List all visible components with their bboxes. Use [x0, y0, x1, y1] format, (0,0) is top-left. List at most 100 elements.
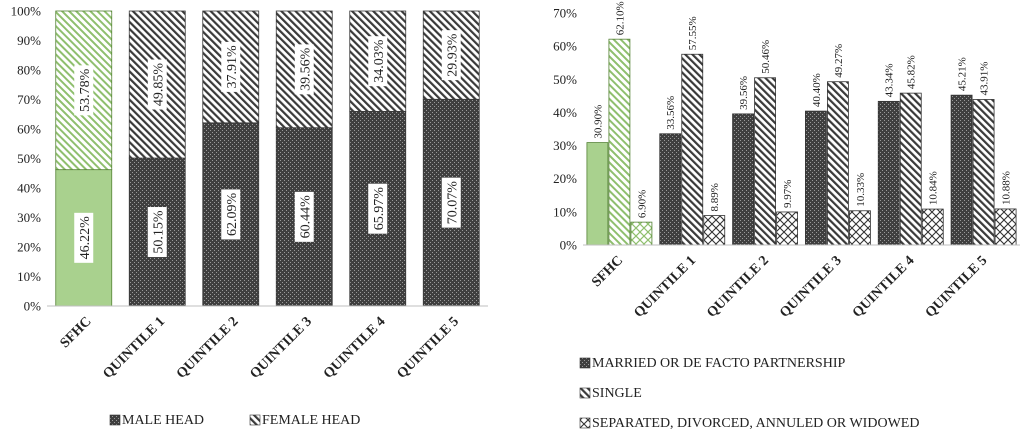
bar-single-quintile-3: [827, 81, 849, 246]
y-tick-label: 80%: [17, 63, 41, 78]
bar-separated-divorced-annuled-or-widowed-quintile-5: [994, 208, 1017, 246]
legend-label-married-or-de-facto-partnership: MARRIED OR DE FACTO PARTNERSHIP: [592, 356, 845, 371]
data-label-single: 45.82%: [906, 55, 918, 89]
data-label-male-head-group: 50.15%: [147, 207, 167, 258]
legend-label-male-head: MALE HEAD: [122, 413, 204, 428]
bar-married-or-de-facto-partnership-quintile-5: [950, 94, 973, 246]
y-tick-label: 10%: [17, 269, 41, 284]
y-tick-label: 50%: [553, 72, 577, 87]
y-tick-label: 100%: [11, 4, 42, 19]
data-label-male-head: 65.97%: [372, 187, 387, 231]
y-tick-label: 0%: [24, 299, 42, 314]
legend-label-separated-divorced-annuled-or-widowed: SEPARATED, DIVORCED, ANNULED OR WIDOWED: [592, 416, 919, 431]
data-label-separated-divorced-annuled-or-widowed: 9.97%: [782, 180, 794, 208]
data-label-female-head: 53.78%: [78, 68, 93, 112]
x-tick-label: QUINTILE 1: [101, 314, 169, 382]
x-tick-label: QUINTILE 3: [248, 314, 316, 382]
data-label-female-head-box: [147, 59, 167, 110]
y-tick-label: 40%: [17, 181, 41, 196]
y-tick-label: 40%: [553, 105, 577, 120]
bar-separated-divorced-annuled-or-widowed-quintile-1: [703, 215, 726, 246]
data-label-separated-divorced-annuled-or-widowed: 6.90%: [636, 190, 648, 218]
x-tick-label: QUINTILE 5: [923, 253, 991, 321]
bar-separated-divorced-annuled-or-widowed-quintile-4: [921, 208, 944, 246]
x-tick-label: SFHC: [589, 253, 626, 290]
x-tick-label: QUINTILE 5: [395, 314, 463, 382]
data-label-female-head-box: [441, 30, 461, 81]
x-tick-label: QUINTILE 4: [321, 314, 389, 382]
bar-single-quintile-1: [681, 53, 704, 246]
bar-separated-divorced-annuled-or-widowed-sfhc: [630, 221, 653, 246]
bar-married-or-de-facto-partnership-quintile-4: [877, 100, 900, 246]
data-label-married-or-de-facto-partnership: 33.56%: [665, 96, 677, 130]
y-tick-label: 20%: [553, 171, 577, 186]
legend-label-female-head: FEMALE HEAD: [262, 413, 360, 428]
data-label-female-head-group: 49.85%: [147, 59, 167, 110]
data-label-female-head: 49.85%: [151, 63, 166, 107]
data-label-married-or-de-facto-partnership: 39.56%: [738, 76, 750, 110]
data-label-female-head: 39.56%: [298, 47, 313, 91]
x-tick-label: SFHC: [58, 314, 95, 351]
x-tick-label: QUINTILE 3: [777, 253, 845, 321]
data-label-male-head: 46.22%: [78, 216, 93, 260]
data-label-single: 62.10%: [614, 1, 626, 35]
data-label-male-head-box: [294, 191, 314, 242]
bar-single-quintile-2: [754, 77, 776, 246]
data-label-married-or-de-facto-partnership: 43.34%: [884, 63, 896, 97]
y-tick-label: 10%: [553, 204, 577, 219]
y-tick-label: 30%: [553, 138, 577, 153]
data-label-female-head-group: 53.78%: [74, 65, 94, 116]
y-tick-label: 60%: [17, 122, 41, 137]
data-label-male-head-box: [441, 177, 461, 228]
data-label-single: 57.55%: [687, 16, 699, 50]
data-label-female-head: 29.93%: [445, 33, 460, 77]
y-tick-label: 50%: [17, 151, 41, 166]
data-label-male-head-box: [147, 207, 167, 258]
data-label-male-head-box: [74, 212, 94, 263]
legend-swatch-male-head: [109, 414, 121, 426]
x-tick-label: QUINTILE 4: [850, 253, 918, 321]
bar-separated-divorced-annuled-or-widowed-quintile-3: [849, 210, 871, 246]
data-label-female-head-box: [74, 65, 94, 116]
legend-label-single: SINGLE: [592, 386, 642, 401]
legend-swatch-married-or-de-facto-partnership: [579, 357, 591, 369]
bar-married-or-de-facto-partnership-quintile-1: [659, 133, 682, 246]
x-tick-label: QUINTILE 2: [174, 314, 242, 382]
bar-married-or-de-facto-partnership-quintile-3: [805, 110, 827, 246]
y-tick-label: 90%: [17, 33, 41, 48]
data-label-married-or-de-facto-partnership: 30.90%: [592, 105, 604, 139]
y-tick-label: 60%: [553, 39, 577, 54]
marital-status-chart: 0% 10% 20% 30% 40% 50% 60% 70% 30.90% 62.10% 6.90%…: [553, 1, 1020, 431]
data-label-male-head-box: [221, 189, 241, 240]
bar-female-head-quintile-5: [422, 10, 480, 100]
bar-married-or-de-facto-partnership-quintile-2: [732, 113, 754, 246]
data-label-male-head-group: 46.22%: [74, 212, 94, 263]
x-tick-label: QUINTILE 2: [704, 253, 772, 321]
y-tick-label: 20%: [17, 240, 41, 255]
data-label-male-head: 70.07%: [445, 181, 460, 225]
legend-swatch-female-head: [249, 414, 261, 426]
data-label-female-head: 37.91%: [225, 45, 240, 89]
data-label-male-head-group: 70.07%: [441, 177, 461, 228]
data-label-separated-divorced-annuled-or-widowed: 10.88%: [1001, 171, 1013, 205]
data-label-married-or-de-facto-partnership: 45.21%: [957, 57, 969, 91]
data-label-female-head-box: [294, 44, 314, 95]
bar-separated-divorced-annuled-or-widowed-quintile-2: [776, 211, 798, 246]
bar-single-quintile-5: [972, 99, 995, 246]
legend-swatch-single: [579, 387, 591, 399]
household-head-sex-chart: 0% 10% 20% 30% 40% 50% 60% 70% 80% 90% 100% 46.22% 5…: [11, 4, 488, 428]
data-label-female-head-group: 39.56%: [294, 44, 314, 95]
data-label-male-head: 62.09%: [225, 193, 240, 237]
y-tick-label: 30%: [17, 210, 41, 225]
data-label-female-head: 34.03%: [372, 39, 387, 82]
data-label-male-head-box: [368, 183, 388, 234]
data-label-single: 49.27%: [833, 44, 845, 78]
data-label-female-head-group: 29.93%: [441, 30, 461, 81]
legend-swatch-separated-divorced-annuled-or-widowed: [579, 417, 591, 429]
bar-single-sfhc: [608, 38, 631, 246]
bar-single-quintile-4: [899, 92, 922, 246]
data-label-separated-divorced-annuled-or-widowed: 10.33%: [855, 173, 867, 207]
y-tick-label: 0%: [560, 238, 578, 253]
data-label-married-or-de-facto-partnership: 40.40%: [811, 73, 823, 107]
